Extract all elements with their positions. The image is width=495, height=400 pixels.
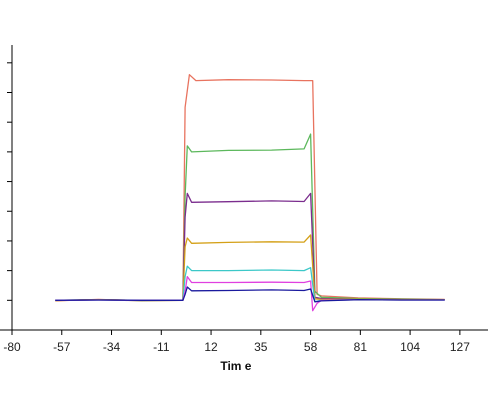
series-line-3	[55, 192, 445, 301]
x-tick-label: -34	[103, 340, 121, 354]
series-group	[55, 74, 445, 312]
series-line-6	[55, 275, 445, 312]
x-tick-label: 127	[450, 340, 470, 354]
x-tick-label: 81	[354, 340, 368, 354]
ticks-group: -80 -57 -34 -11 12 35 58 81 104 127	[3, 62, 470, 354]
x-tick-label: -11	[153, 340, 170, 354]
x-tick-label: -57	[53, 340, 71, 354]
x-tick-label: 12	[204, 340, 218, 354]
x-tick-label: 104	[400, 340, 420, 354]
series-line-1	[55, 74, 445, 302]
series-line-2	[55, 133, 445, 302]
x-tick-label: 35	[254, 340, 268, 354]
x-tick-label: 58	[304, 340, 318, 354]
x-tick-label: -80	[3, 340, 21, 354]
x-axis-title: Tim e	[220, 359, 251, 373]
series-line-7	[55, 286, 445, 303]
series-line-5	[55, 265, 445, 303]
